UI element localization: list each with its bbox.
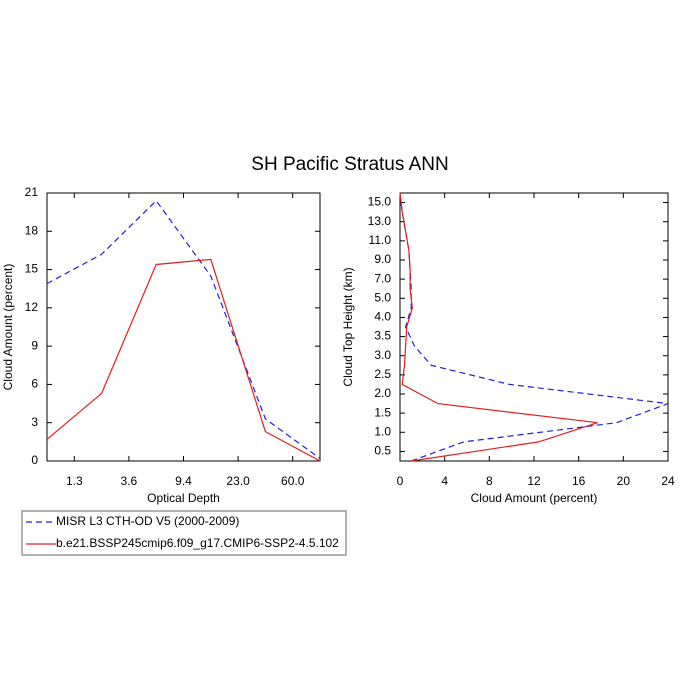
y-axis-label: Cloud Amount (percent) [1, 264, 15, 391]
x-axis-label: Cloud Amount (percent) [471, 491, 598, 505]
y-tick-label: 6 [31, 377, 38, 391]
y-tick-label: 3 [31, 415, 38, 429]
x-tick-label: 3.6 [121, 474, 138, 488]
y-tick-label: 0.5 [374, 444, 391, 458]
x-tick-label: 60.0 [281, 474, 305, 488]
y-tick-label: 7.0 [374, 271, 391, 285]
plot-frame [399, 192, 669, 462]
y-tick-label: 3.0 [374, 348, 391, 362]
y-tick-label: 3.5 [374, 329, 391, 343]
x-tick-label: 0 [397, 474, 404, 488]
y-tick-label: 0 [31, 453, 38, 467]
y-axis-label: Cloud Top Height (km) [341, 267, 355, 386]
y-tick-label: 13.0 [368, 214, 392, 228]
legend-label: MISR L3 CTH-OD V5 (2000-2009) [56, 514, 239, 528]
y-tick-label: 9 [31, 338, 38, 352]
y-tick-label: 12 [25, 300, 39, 314]
y-tick-label: 2.5 [374, 367, 391, 381]
series-line [399, 192, 598, 462]
x-tick-label: 12 [527, 474, 541, 488]
legend-box [21, 510, 347, 556]
y-tick-label: 11.0 [369, 233, 392, 247]
x-tick-label: 9.4 [175, 474, 192, 488]
x-axis-label: Optical Depth [147, 491, 220, 505]
chart-title: SH Pacific Stratus ANN [251, 154, 448, 175]
series-line [46, 199, 321, 459]
series-line [399, 192, 669, 462]
legend-label: b.e21.BSSP245cmip6.f09_g17.CMIP6-SSP2-4.… [56, 536, 339, 550]
x-tick-label: 16 [572, 474, 586, 488]
plot-frame [46, 192, 321, 462]
y-tick-label: 5.0 [374, 290, 391, 304]
y-tick-label: 18 [25, 223, 39, 237]
y-tick-label: 1.5 [374, 405, 391, 419]
y-tick-label: 9.0 [374, 252, 391, 266]
x-tick-label: 8 [486, 474, 493, 488]
y-tick-label: 15.0 [368, 195, 392, 209]
x-tick-label: 1.3 [66, 474, 83, 488]
x-tick-label: 4 [441, 474, 448, 488]
x-tick-label: 20 [617, 474, 631, 488]
y-tick-label: 2.0 [374, 386, 391, 400]
series-line [46, 258, 321, 462]
y-tick-label: 15 [25, 262, 39, 276]
y-tick-label: 21 [25, 185, 39, 199]
y-tick-label: 4.0 [374, 310, 391, 324]
x-tick-label: 24 [661, 474, 675, 488]
x-tick-label: 23.0 [226, 474, 250, 488]
y-tick-label: 1.0 [374, 424, 391, 438]
